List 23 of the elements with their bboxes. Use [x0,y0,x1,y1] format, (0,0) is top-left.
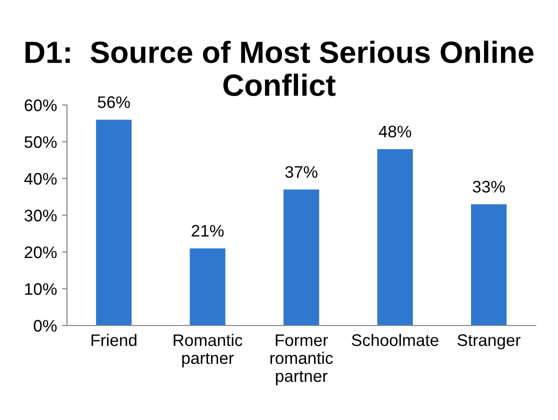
bar [190,248,226,326]
bar [284,190,320,326]
x-tick-label: Friend [92,334,136,346]
x-tick-label: Schoolmate [352,334,438,346]
bar [377,149,413,326]
data-label: 37% [285,166,318,178]
y-tick-label: 10% [25,283,57,295]
y-tick-label: 30% [24,210,57,222]
data-label: 33% [472,180,505,193]
y-tick-label: 60% [24,99,57,112]
data-label: 56% [98,96,130,108]
data-label: 21% [192,224,224,237]
x-tick-label: Former romantic partner [270,334,333,386]
data-label: 48% [378,126,412,138]
x-tick-label: Stranger [458,334,520,350]
y-tick-label: 40% [24,172,57,185]
bar [96,120,132,326]
y-tick-label: 0% [34,320,57,332]
bar [470,204,507,326]
x-tick-label: Romantic partner [174,334,242,368]
chart-title: D1: Source of Most Serious Online Conflict [26,40,534,96]
y-tick-label: 50% [24,136,57,148]
y-tick-label: 20% [24,246,57,258]
